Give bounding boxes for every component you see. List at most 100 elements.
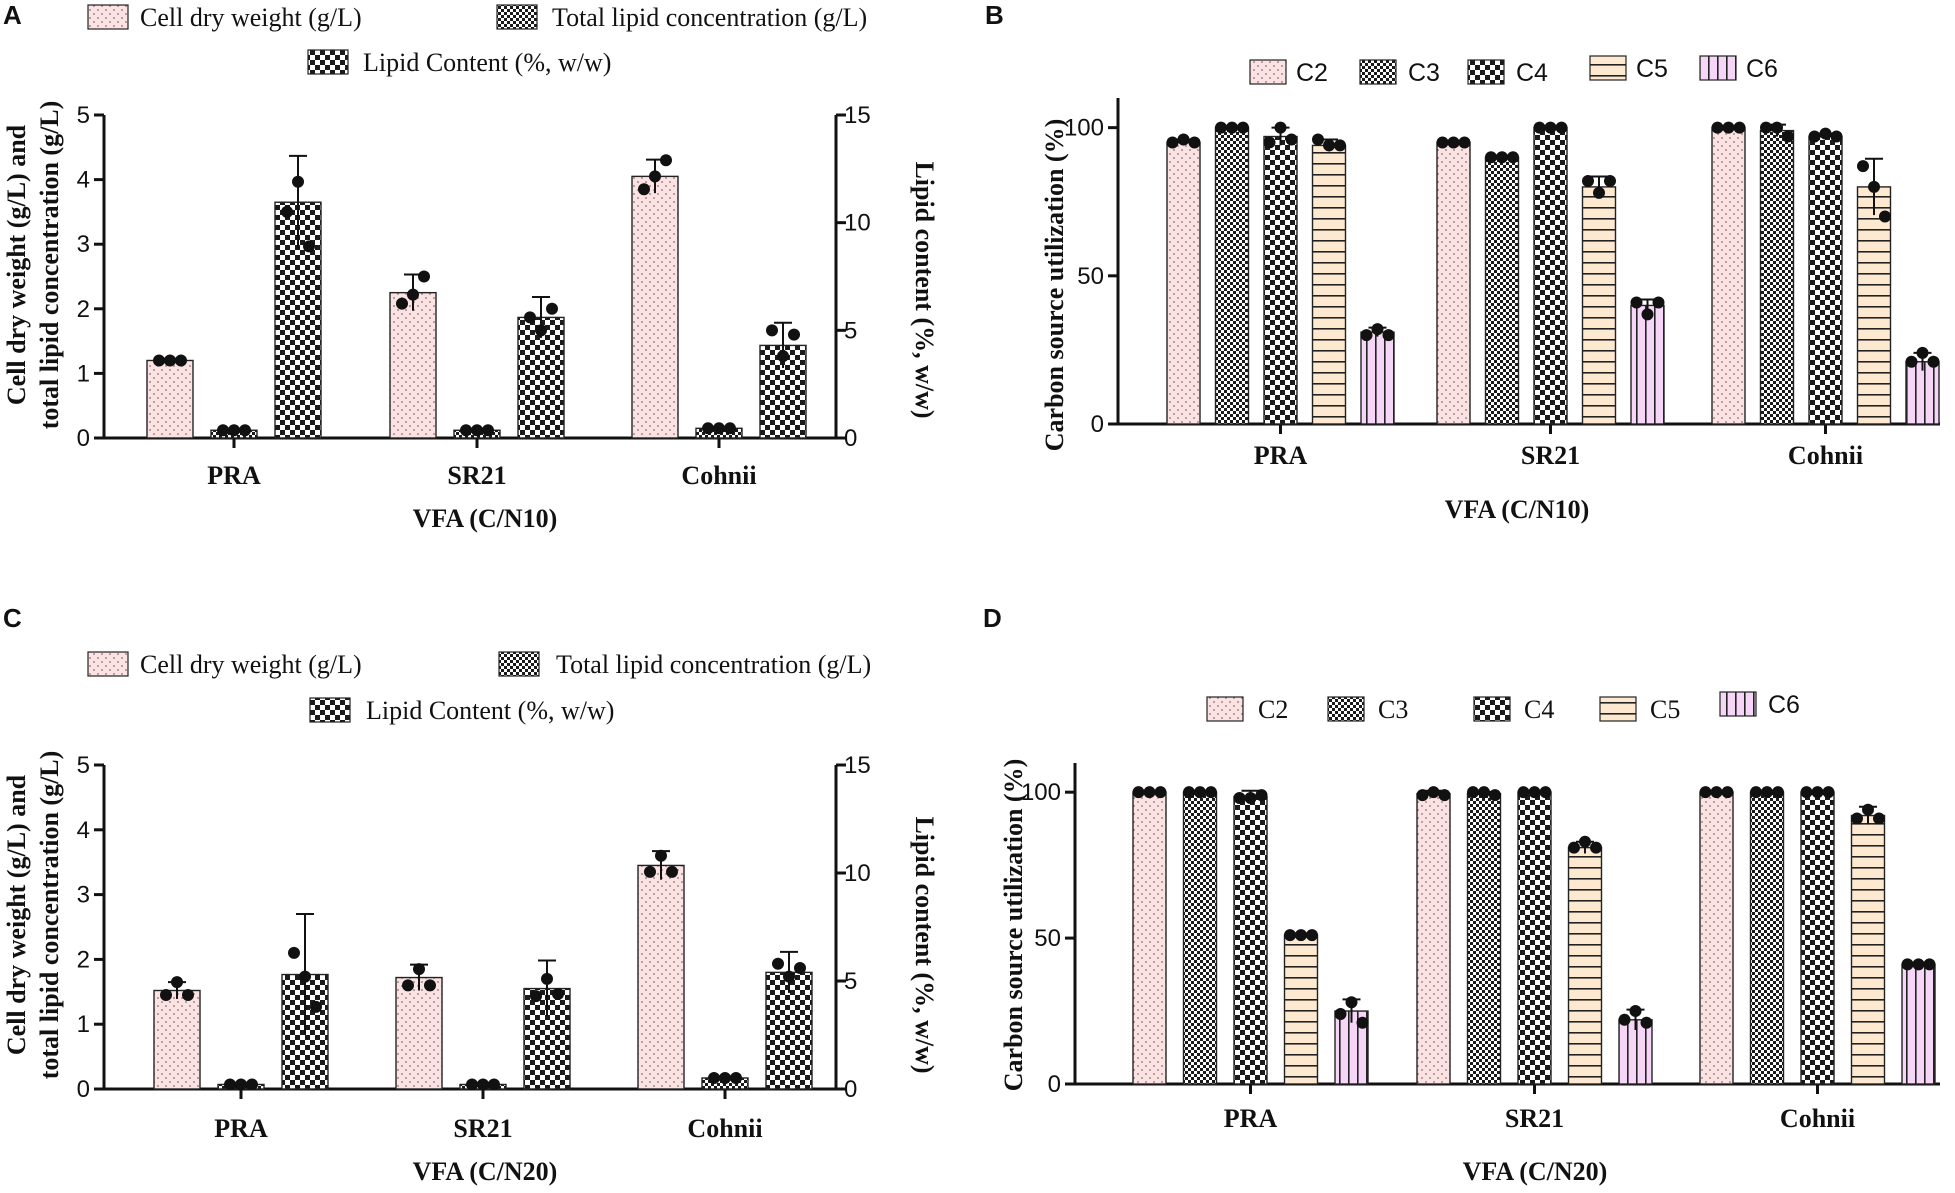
- data-point-c6-pra: [1371, 323, 1384, 336]
- data-point-c4-cohnii: [1830, 130, 1843, 143]
- legend-label-c4: C4: [1516, 59, 1548, 87]
- legend-swatch-c4: [1473, 696, 1511, 722]
- y-tick-label: 50: [1034, 925, 1061, 952]
- legend-swatch-c6: [1699, 55, 1737, 81]
- bar-c5-cohnii: [1856, 186, 1892, 425]
- data-point-c3-pra: [1194, 786, 1206, 799]
- data-point-c2-sr21: [1438, 789, 1451, 802]
- legend-swatch-c5: [1599, 696, 1637, 722]
- data-point-total-lipid-concentration-g-l-pra: [246, 1078, 258, 1091]
- y-axis-title-line2: total lipid concentration (g/L): [35, 101, 64, 430]
- data-point-c6-cohnii: [1912, 958, 1925, 971]
- data-point-c6-pra: [1345, 996, 1358, 1009]
- data-point-lipid-content-w-w-pra: [288, 946, 300, 959]
- data-point-c2-sr21: [1447, 136, 1460, 149]
- y-tick-label: 0: [77, 425, 90, 452]
- data-point-cell-dry-weight-g-l-pra: [164, 354, 176, 367]
- data-point-c4-pra: [1274, 121, 1287, 134]
- data-point-c6-cohnii: [1927, 355, 1940, 368]
- data-point-c2-cohnii: [1722, 121, 1735, 134]
- y2-tick-label: 0: [844, 425, 857, 452]
- plot-area-d: 0 50 100 PRA SR21 Cohnii: [1021, 763, 1940, 1133]
- bar-c4-cohnii: [1808, 135, 1843, 425]
- y-tick-label: 3: [77, 231, 90, 258]
- y-tick-label: 0: [77, 1076, 90, 1103]
- data-point-c5-sr21: [1593, 186, 1605, 199]
- bar-cell-dry-weight-g-l-cohnii: [637, 864, 685, 1090]
- data-point-cell-dry-weight-g-l-pra: [175, 354, 187, 367]
- data-point-total-lipid-concentration-g-l-cohnii: [708, 1071, 720, 1084]
- bar-cell-dry-weight-g-l-cohnii: [631, 175, 679, 439]
- bar-c5-pra: [1311, 144, 1347, 425]
- data-point-total-lipid-concentration-g-l-sr21: [482, 424, 494, 437]
- data-point-c5-cohnii: [1879, 210, 1891, 223]
- data-point-c3-sr21: [1485, 151, 1497, 164]
- data-point-c5-sr21: [1568, 841, 1580, 854]
- bar-c6-pra: [1360, 331, 1395, 425]
- legend-swatch-c2: [1206, 696, 1244, 722]
- y-axis-title: Carbon source utilization (%): [999, 759, 1028, 1091]
- data-point-c2-sr21: [1436, 136, 1449, 149]
- data-point-c6-sr21: [1640, 1016, 1653, 1029]
- x-tick-label-sr21: SR21: [1521, 441, 1580, 470]
- data-point-total-lipid-concentration-g-l-cohnii: [724, 422, 736, 435]
- data-point-c5-cohnii: [1873, 812, 1885, 825]
- legend-label-c6: C6: [1746, 55, 1778, 83]
- data-point-c5-cohnii: [1862, 803, 1874, 816]
- bar-c4-sr21: [1517, 791, 1552, 1085]
- legend-label-total-lipid: Total lipid concentration (g/L): [552, 3, 867, 32]
- data-point-c3-sr21: [1496, 151, 1508, 164]
- plot-area-b: 0 50 100 PRA SR21 Cohnii: [1064, 98, 1940, 470]
- legend-swatch-c6: [1719, 691, 1757, 717]
- data-point-lipid-content-w-w-sr21: [546, 302, 558, 315]
- y-tick-label: 1: [77, 360, 90, 387]
- bar-c6-sr21: [1630, 304, 1665, 425]
- data-point-lipid-content-w-w-sr21: [530, 990, 542, 1003]
- y-tick-label: 4: [77, 167, 90, 194]
- data-point-lipid-content-w-w-cohnii: [794, 962, 806, 975]
- panel-a: A Cell dry weight (g/L) Total lipid conc…: [2, 0, 939, 533]
- data-point-lipid-content-w-w-pra: [292, 175, 304, 188]
- data-point-total-lipid-concentration-g-l-cohnii: [719, 1071, 731, 1084]
- data-point-c5-pra: [1323, 139, 1335, 152]
- y-axis-title: Carbon source utilization (%): [1040, 119, 1069, 451]
- data-point-c4-cohnii: [1808, 130, 1821, 143]
- y2-tick-label: 15: [844, 102, 871, 129]
- legend-swatch-c3: [1359, 59, 1397, 85]
- bar-c3-pra: [1182, 791, 1218, 1085]
- data-point-c4-sr21: [1533, 121, 1546, 134]
- bar-c5-cohnii: [1850, 814, 1886, 1085]
- y-tick-label: 100: [1064, 115, 1104, 142]
- data-point-c5-sr21: [1582, 174, 1594, 187]
- data-point-c5-cohnii: [1857, 160, 1869, 173]
- data-point-lipid-content-w-w-sr21: [541, 972, 553, 985]
- data-point-c4-sr21: [1528, 786, 1541, 799]
- data-point-c4-pra: [1285, 133, 1298, 146]
- y2-tick-label: 5: [844, 968, 857, 995]
- data-point-c3-sr21: [1489, 789, 1501, 802]
- data-point-total-lipid-concentration-g-l-cohnii: [702, 422, 714, 435]
- y-axis-title-line2: total lipid concentration (g/L): [35, 751, 64, 1080]
- data-point-lipid-content-w-w-pra: [281, 205, 293, 218]
- plot-area-c: 0 1 2 3 4 5 0 5 10 15 PRA SR21 Cohnii: [77, 752, 871, 1143]
- y2-tick-label: 10: [844, 210, 871, 237]
- legend-swatch-c4: [1467, 59, 1505, 85]
- y-tick-label: 50: [1077, 263, 1104, 290]
- data-point-c2-pra: [1132, 786, 1145, 799]
- bar-c2-cohnii: [1711, 126, 1746, 425]
- bar-c3-pra: [1214, 126, 1250, 425]
- data-point-cell-dry-weight-g-l-sr21: [396, 297, 408, 310]
- x-tick-label-pra: PRA: [214, 1114, 268, 1143]
- data-point-c5-pra: [1284, 929, 1296, 942]
- data-point-c6-pra: [1360, 329, 1373, 342]
- bar-c2-sr21: [1416, 792, 1451, 1085]
- y-tick-label: 5: [77, 752, 90, 779]
- data-point-c6-sr21: [1641, 308, 1654, 321]
- x-tick-label-sr21: SR21: [453, 1114, 512, 1143]
- data-point-cell-dry-weight-g-l-sr21: [407, 288, 419, 301]
- data-point-cell-dry-weight-g-l-cohnii: [649, 170, 661, 183]
- data-point-c4-cohnii: [1819, 127, 1832, 140]
- y-axis-title-line1: Cell dry weight (g/L) and: [2, 124, 31, 405]
- bar-c4-pra: [1233, 795, 1268, 1085]
- legend-swatch-c5: [1589, 55, 1627, 81]
